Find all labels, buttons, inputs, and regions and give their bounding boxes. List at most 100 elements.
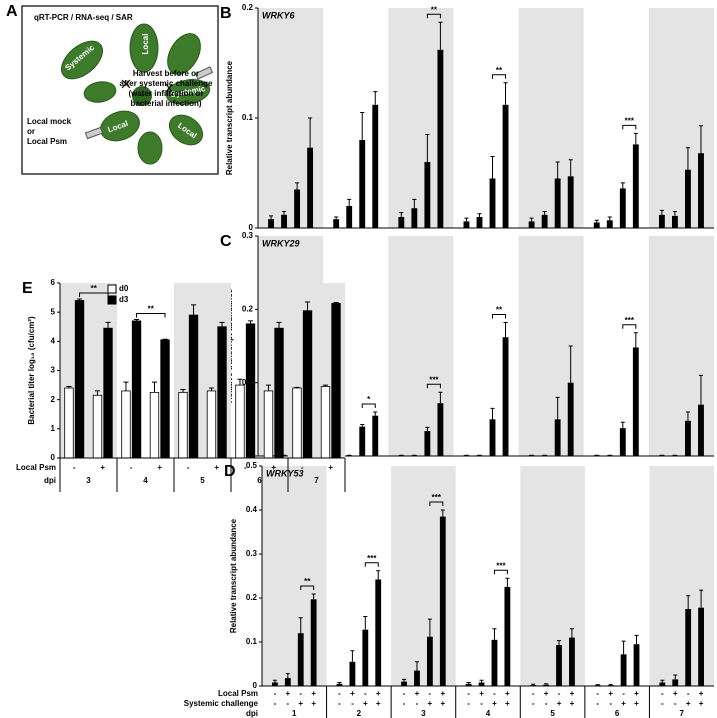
systemic-label: + [621,699,626,708]
error-bar [162,338,168,340]
local-psm-label: + [673,689,678,698]
error-bar [634,634,639,645]
dpi-label: 6 [257,476,262,485]
local-psm-label: + [100,463,105,472]
dpi-label: 6 [615,709,620,718]
error-bar [425,134,430,162]
significance-label: *** [625,316,635,325]
error-bar [334,216,339,220]
error-bar [503,322,508,338]
dpi-label: 7 [679,709,684,718]
error-bar [304,301,311,311]
error-bar [620,182,625,189]
systemic-label: - [661,699,664,708]
y-tick-label: 2 [51,395,56,404]
error-bar [594,219,599,223]
bar [401,681,407,686]
bar [593,222,600,228]
group-shading [388,236,454,456]
systemic-label: - [286,699,289,708]
local-psm-label: + [570,689,575,698]
systemic-label: - [338,699,341,708]
error-bar [544,683,549,685]
y-tick-label: 0.2 [242,3,254,12]
bar [302,310,313,459]
legend-swatch [107,295,117,305]
local-psm-label: + [415,689,420,698]
bar [414,670,420,686]
bar [543,684,550,686]
systemic-label: + [505,699,510,708]
infiltration-line: Local Psm [27,137,67,146]
bar [307,147,314,228]
y-tick-label: 0 [51,453,56,462]
bar [359,140,366,228]
bar [567,176,574,228]
systemic-label: + [699,699,704,708]
y-axis-label: Relative transcript abundance [229,518,238,633]
bar [541,214,548,228]
local-psm-label: - [364,689,367,698]
bar [297,633,304,686]
leaf [129,23,159,73]
local-psm-label: + [328,463,333,472]
systemic-label: - [674,699,677,708]
significance-bracket [364,562,379,567]
dpi-label: 4 [486,709,491,718]
y-tick-label: 0.1 [242,113,254,122]
error-bar [311,593,316,600]
y-tick-label: 3 [51,366,56,375]
infiltration-line: Local mock [27,117,72,126]
error-bar [360,423,365,427]
dpi-label: 5 [200,476,205,485]
bar [619,188,626,228]
error-bar [464,217,469,222]
local-psm-label: - [596,689,599,698]
error-bar [659,209,664,215]
bar [685,420,691,456]
error-bar [133,318,140,321]
bar [698,404,704,456]
systemic-label: + [492,699,497,708]
error-bar [477,213,482,217]
error-bar [350,650,355,662]
error-bar [376,570,381,580]
group-shading [262,466,327,686]
error-bar [190,304,197,316]
error-bar [438,21,443,50]
error-bar [373,411,378,416]
systemic-label: - [480,699,483,708]
local-psm-label: + [271,463,276,472]
group-shading [648,8,714,228]
bar [349,661,356,686]
error-bar [285,673,290,679]
bar [320,386,331,459]
bar [245,323,256,459]
local-psm-label: + [285,689,290,698]
local-psm-label: - [130,463,133,472]
bar [372,415,379,456]
bar [292,387,302,459]
dpi-label: 3 [421,709,426,718]
bar [465,683,472,686]
bar [671,215,678,228]
bar [160,339,170,459]
bar [463,221,470,228]
row-label: dpi [44,476,56,485]
error-bar [466,681,471,684]
error-bar [542,211,547,215]
syringe [84,126,104,140]
bar [685,169,691,228]
panel-letter: C [220,233,232,250]
systemic-label: - [416,699,419,708]
local-psm-label: - [403,689,406,698]
significance-label: ** [304,577,311,586]
dpi-label: 3 [86,476,91,485]
local-psm-label: + [699,689,704,698]
systemic-label: - [403,699,406,708]
error-bar [272,679,277,683]
local-psm-label: + [479,689,484,698]
error-bar [295,182,300,190]
error-bar [414,661,420,671]
error-bar [151,381,158,393]
